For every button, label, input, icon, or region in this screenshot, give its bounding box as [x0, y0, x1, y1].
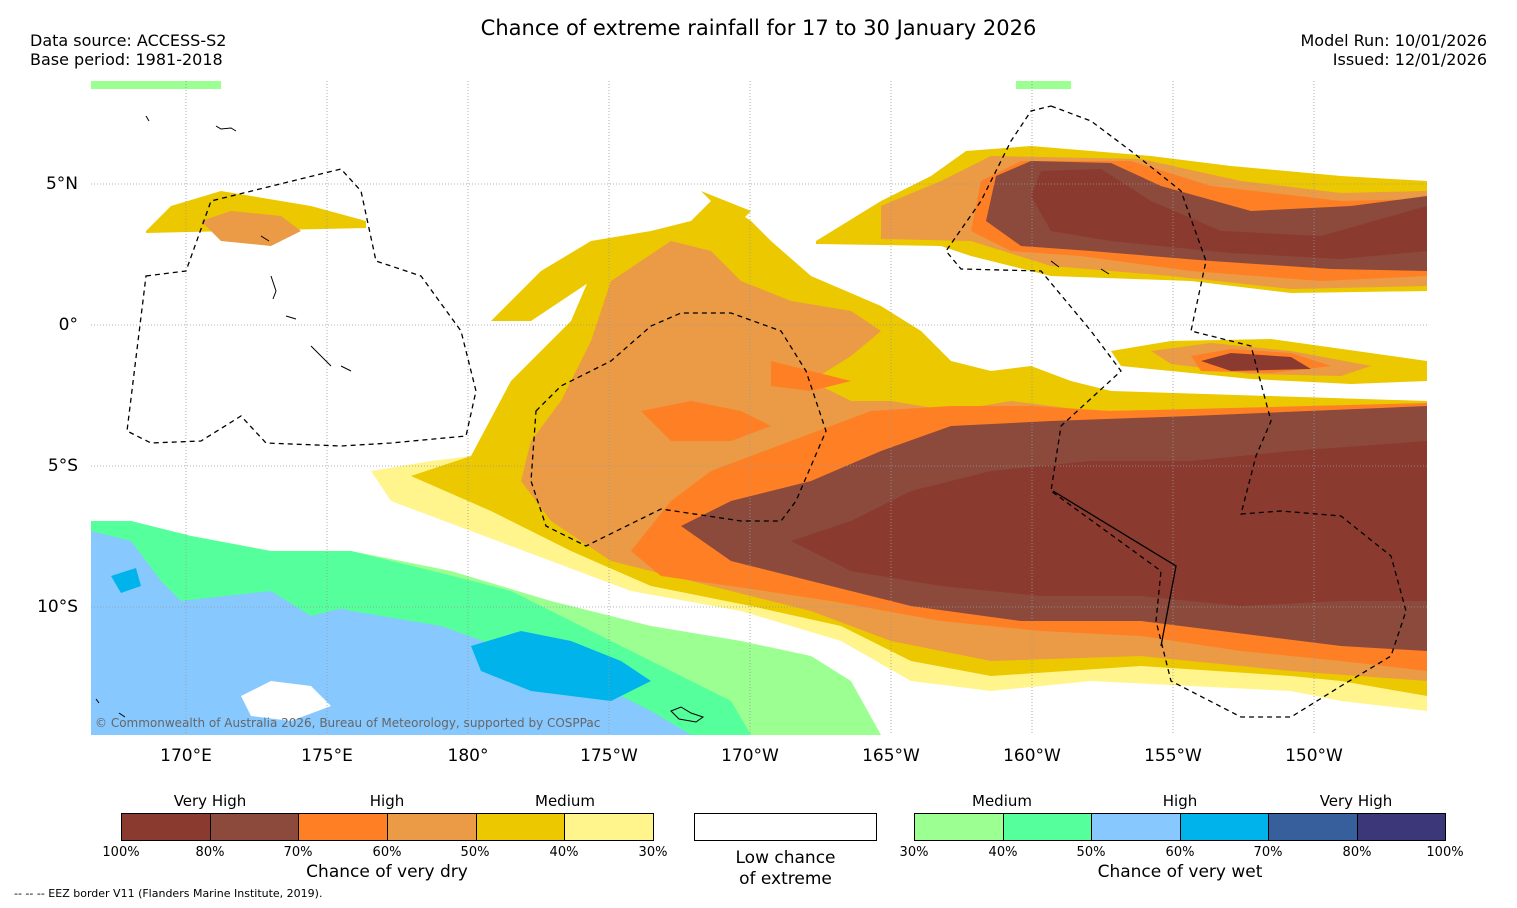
dry-swatch — [565, 814, 654, 840]
lat-label-0: 0° — [58, 315, 78, 335]
wet-swatch — [1269, 814, 1358, 840]
dry-swatch — [210, 814, 300, 840]
wet-swatch — [915, 814, 1004, 840]
dry-tick: 40% — [549, 845, 579, 860]
dry-level-high: High — [369, 792, 405, 810]
dry-tick: 60% — [372, 845, 402, 860]
run-info: Model Run: 10/01/2026 Issued: 12/01/2026 — [1301, 31, 1488, 69]
lon-label-175w: 175°W — [580, 746, 638, 766]
dry-level-very-high: Very High — [173, 792, 247, 810]
lon-label-150w: 150°W — [1285, 746, 1343, 766]
dry-tick: 30% — [638, 845, 668, 860]
wet-swatch — [1357, 814, 1445, 840]
dry-tick: 80% — [195, 845, 225, 860]
low-chance-caption: Low chance of extreme — [694, 848, 877, 890]
base-period: Base period: 1981-2018 — [30, 50, 223, 69]
lon-label-175e: 175°E — [301, 746, 353, 766]
dry-swatch — [299, 814, 389, 840]
lon-label-170w: 170°W — [721, 746, 779, 766]
lat-label-5s: 5°S — [47, 456, 78, 476]
wet-tick: 40% — [988, 845, 1018, 860]
dry-caption: Chance of very dry — [306, 862, 468, 882]
eez-border-note: -- -- -- EEZ border V11 (Flanders Marine… — [14, 887, 323, 900]
lon-label-165w: 165°W — [862, 746, 920, 766]
model-run: Model Run: 10/01/2026 — [1300, 31, 1488, 50]
low-chance-swatch — [694, 813, 877, 841]
issued-date: Issued: 12/01/2026 — [1332, 50, 1487, 69]
rainfall-map — [91, 81, 1427, 735]
low-chance-line2: of extreme — [739, 869, 832, 889]
lon-label-160w: 160°W — [1003, 746, 1061, 766]
wet-level-high: High — [1162, 792, 1198, 810]
wet-tick: 80% — [1342, 845, 1372, 860]
wet-level-very-high: Very High — [1319, 792, 1393, 810]
dry-swatch — [122, 814, 211, 840]
data-source-info: Data source: ACCESS-S2 Base period: 1981… — [30, 31, 226, 69]
wet-level-medium: Medium — [972, 792, 1032, 810]
low-chance-line1: Low chance — [735, 848, 836, 868]
copyright-credit: © Commonwealth of Australia 2026, Bureau… — [95, 716, 601, 730]
wet-tick: 70% — [1253, 845, 1283, 860]
wet-tick: 50% — [1076, 845, 1106, 860]
lon-label-180: 180° — [447, 746, 489, 766]
lat-label-10s: 10°S — [37, 597, 78, 617]
dry-tick: 70% — [283, 845, 313, 860]
lon-label-170e: 170°E — [160, 746, 212, 766]
dry-tick: 50% — [460, 845, 490, 860]
lat-label-5n: 5°N — [45, 174, 78, 194]
lon-label-155w: 155°W — [1144, 746, 1202, 766]
map-title: Chance of extreme rainfall for 17 to 30 … — [480, 16, 1037, 40]
wet-colorbar — [914, 813, 1446, 841]
dry-colorbar — [121, 813, 654, 841]
wet-tick: 30% — [899, 845, 929, 860]
wet-swatch — [1092, 814, 1181, 840]
wet-tick: 100% — [1426, 845, 1464, 860]
wet-swatch — [1003, 814, 1092, 840]
dry-tick: 100% — [102, 845, 140, 860]
wet-caption: Chance of very wet — [1097, 862, 1263, 882]
wet-tick: 60% — [1165, 845, 1195, 860]
dry-swatch — [476, 814, 566, 840]
data-source: Data source: ACCESS-S2 — [30, 31, 227, 50]
wet-swatch — [1180, 814, 1269, 840]
dry-swatch — [388, 814, 477, 840]
dry-level-medium: Medium — [535, 792, 595, 810]
